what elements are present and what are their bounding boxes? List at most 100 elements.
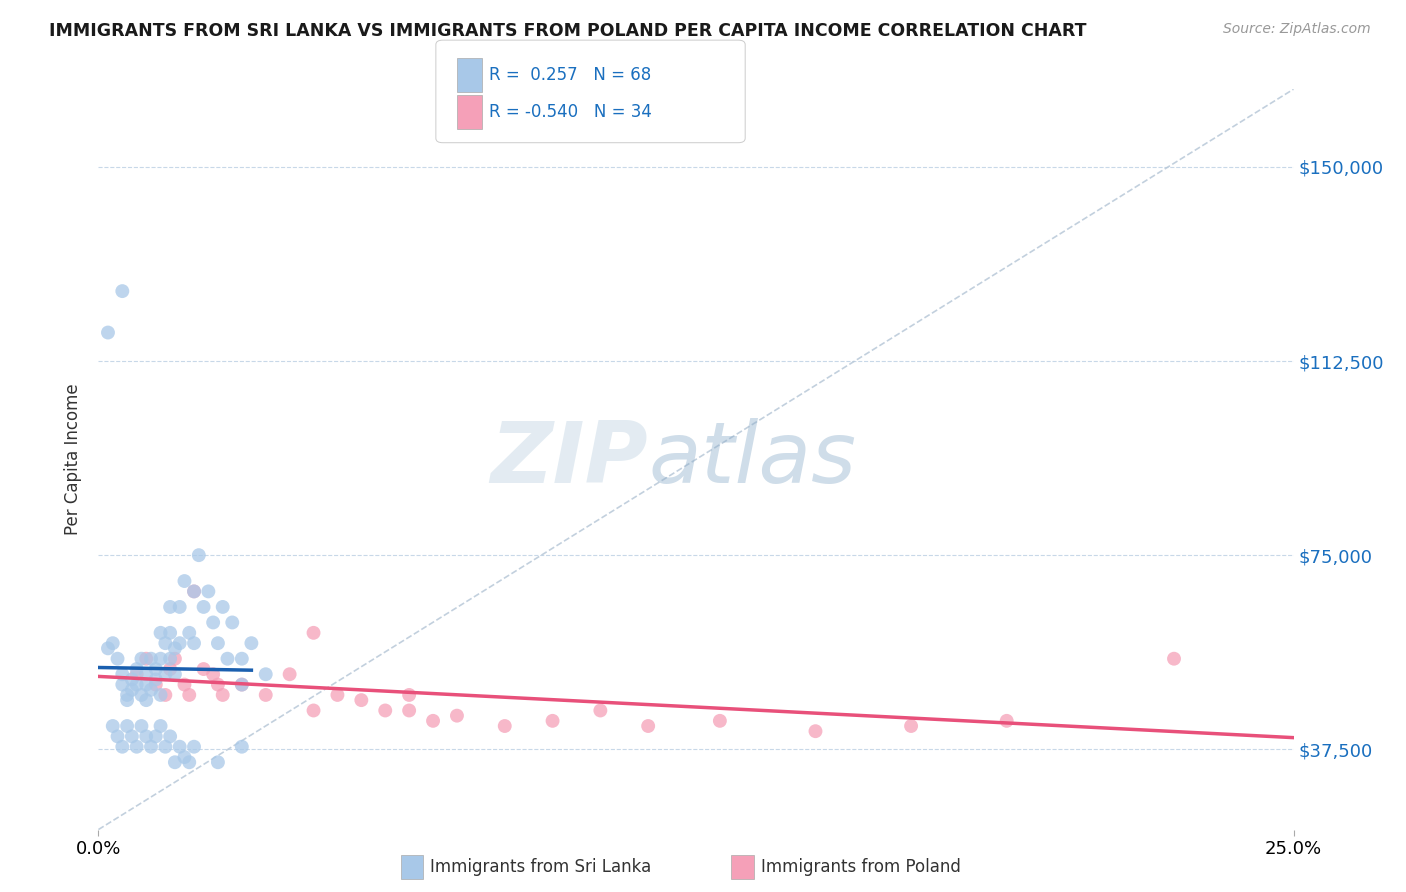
Point	[111, 667, 134, 681]
Text: Immigrants from Sri Lanka: Immigrants from Sri Lanka	[430, 858, 651, 876]
Point	[139, 739, 162, 754]
Point	[111, 739, 134, 754]
Point	[159, 662, 181, 676]
Point	[131, 688, 153, 702]
Point	[183, 636, 205, 650]
Point	[115, 688, 138, 702]
Point	[145, 730, 167, 744]
Point	[163, 667, 186, 681]
Point	[169, 636, 191, 650]
Point	[173, 750, 195, 764]
Point	[125, 662, 148, 676]
Point	[637, 719, 659, 733]
Point	[254, 688, 277, 702]
Point	[159, 599, 181, 614]
Point	[302, 625, 325, 640]
Point	[169, 739, 191, 754]
Point	[179, 625, 201, 640]
Point	[125, 739, 148, 754]
Point	[374, 704, 396, 718]
Point	[125, 667, 148, 681]
Point	[155, 667, 177, 681]
Point	[193, 599, 215, 614]
Point	[202, 615, 225, 630]
Point	[101, 636, 124, 650]
Point	[159, 625, 181, 640]
Point	[589, 704, 612, 718]
Point	[179, 756, 201, 770]
Point	[155, 636, 177, 650]
Point	[111, 284, 134, 298]
Point	[131, 651, 153, 665]
Point	[278, 667, 301, 681]
Point	[326, 688, 349, 702]
Point	[101, 719, 124, 733]
Point	[115, 693, 138, 707]
Point	[145, 662, 167, 676]
Point	[155, 739, 177, 754]
Text: R = -0.540   N = 34: R = -0.540 N = 34	[489, 103, 652, 121]
Point	[121, 730, 143, 744]
Point	[183, 584, 205, 599]
Point	[139, 651, 162, 665]
Point	[173, 677, 195, 691]
Point	[149, 719, 172, 733]
Point	[97, 641, 120, 656]
Point	[541, 714, 564, 728]
Point	[163, 651, 186, 665]
Point	[135, 693, 157, 707]
Point	[135, 730, 157, 744]
Point	[183, 584, 205, 599]
Point	[159, 730, 181, 744]
Point	[207, 677, 229, 691]
Point	[155, 688, 177, 702]
Point	[139, 682, 162, 697]
Point	[302, 704, 325, 718]
Point	[97, 326, 120, 340]
Point	[197, 584, 219, 599]
Y-axis label: Per Capita Income: Per Capita Income	[65, 384, 83, 535]
Point	[207, 756, 229, 770]
Point	[193, 662, 215, 676]
Text: Immigrants from Poland: Immigrants from Poland	[761, 858, 960, 876]
Point	[231, 739, 253, 754]
Point	[145, 673, 167, 687]
Point	[995, 714, 1018, 728]
Point	[163, 756, 186, 770]
Point	[107, 651, 129, 665]
Point	[217, 651, 239, 665]
Point	[398, 704, 420, 718]
Point	[163, 641, 186, 656]
Point	[202, 667, 225, 681]
Point	[231, 677, 253, 691]
Point	[709, 714, 731, 728]
Text: R =  0.257   N = 68: R = 0.257 N = 68	[489, 66, 651, 84]
Point	[221, 615, 243, 630]
Point	[149, 651, 172, 665]
Point	[804, 724, 827, 739]
Point	[900, 719, 922, 733]
Point	[1163, 651, 1185, 665]
Point	[121, 682, 143, 697]
Point	[125, 677, 148, 691]
Point	[169, 599, 191, 614]
Point	[145, 677, 167, 691]
Point	[183, 739, 205, 754]
Point	[231, 677, 253, 691]
Point	[179, 688, 201, 702]
Point	[187, 548, 209, 562]
Point	[494, 719, 516, 733]
Point	[131, 719, 153, 733]
Point	[159, 651, 181, 665]
Point	[135, 667, 157, 681]
Point	[149, 625, 172, 640]
Point	[240, 636, 263, 650]
Text: atlas: atlas	[648, 417, 856, 501]
Point	[111, 677, 134, 691]
Text: Source: ZipAtlas.com: Source: ZipAtlas.com	[1223, 22, 1371, 37]
Point	[398, 688, 420, 702]
Point	[211, 688, 233, 702]
Text: IMMIGRANTS FROM SRI LANKA VS IMMIGRANTS FROM POLAND PER CAPITA INCOME CORRELATIO: IMMIGRANTS FROM SRI LANKA VS IMMIGRANTS …	[49, 22, 1087, 40]
Point	[173, 574, 195, 588]
Point	[135, 651, 157, 665]
